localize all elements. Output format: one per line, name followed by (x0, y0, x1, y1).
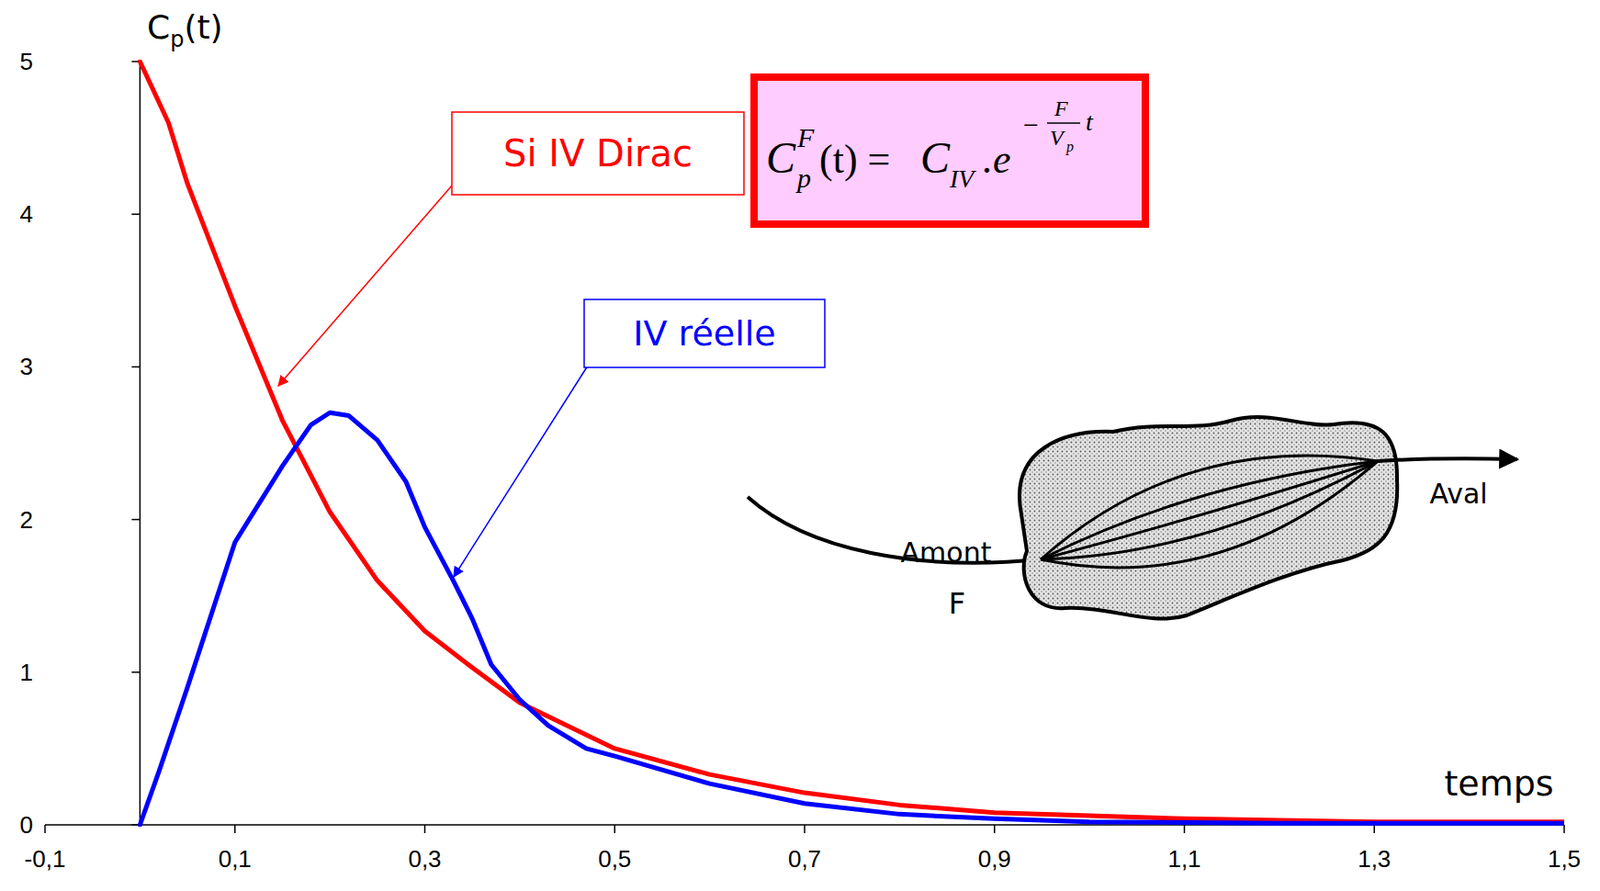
y-tick (131, 366, 140, 369)
organ-diagram: Amont F Aval (747, 416, 1518, 621)
diagram-label: Amont (901, 536, 992, 569)
x-tick (234, 824, 237, 834)
series-line (139, 412, 1565, 825)
formula-exp-den-sub: p (1065, 138, 1074, 156)
annotation-box (451, 112, 744, 195)
formula-exp-num: F (1053, 96, 1069, 121)
capillary (1040, 455, 1378, 560)
annotation: Si IV Dirac (503, 132, 693, 175)
capillary (1040, 461, 1378, 568)
annotation-leader (453, 365, 588, 577)
series-line (139, 61, 1565, 823)
x-tick-label: 1,3 (1357, 845, 1391, 873)
y-tick (131, 213, 140, 215)
y-axis-title-sub: p (169, 26, 184, 53)
y-tick-label: 2 (20, 506, 34, 534)
x-tick-label: 0,5 (597, 845, 631, 873)
annotation: IV réelle (632, 313, 776, 354)
chart: -0,10,10,30,50,70,91,11,31,5012345Cp(t)t… (0, 0, 1600, 891)
x-tick (993, 824, 996, 834)
formula-base: .e (982, 136, 1012, 182)
y-tick-label: 0 (20, 811, 34, 839)
y-tick (131, 671, 140, 674)
x-tick (614, 824, 617, 834)
y-tick-label: 4 (20, 200, 34, 228)
y-axis-title-symbol: C (146, 8, 170, 46)
y-tick-label: 1 (20, 658, 34, 687)
formula-fraction-bar (1047, 122, 1081, 124)
formula-box (754, 77, 1146, 225)
x-tick (44, 824, 46, 834)
y-tick (131, 518, 140, 521)
series-group (139, 61, 1565, 825)
formula-factor: C (920, 133, 951, 182)
formula-symbol: C (766, 133, 797, 182)
x-tick-label: 1,5 (1547, 845, 1581, 873)
x-tick (1563, 824, 1566, 834)
x-tick-label: 0,3 (407, 845, 441, 873)
x-tick-label: -0,1 (24, 845, 67, 873)
page: {"chart_data": { "type": "line", "x_labe… (0, 0, 1600, 891)
annotation-box (584, 299, 825, 368)
x-tick-label: 0,7 (788, 845, 822, 873)
formula-sub: p (795, 162, 812, 193)
y-axis-title-arg: (t) (183, 8, 223, 46)
annotation-leader (278, 185, 452, 386)
x-tick (424, 824, 427, 834)
x-tick-label: 0,1 (218, 845, 252, 873)
formula-exp-sign: − (1023, 109, 1039, 140)
capillary (1040, 461, 1378, 560)
diagram-label: Aval (1429, 477, 1488, 510)
y-axis (139, 61, 142, 825)
capillary (1040, 461, 1378, 560)
y-tick-label: 3 (20, 352, 34, 381)
formula-exp-var: t (1085, 107, 1094, 136)
formula-arg: (t) = (819, 136, 891, 182)
y-axis-title: Cp(t) (146, 8, 224, 53)
x-tick (803, 824, 806, 834)
x-tick (1374, 824, 1376, 834)
organ (1019, 416, 1398, 619)
x-tick (1183, 824, 1186, 834)
diagram-label: F (948, 585, 966, 621)
x-axis-title: temps (1443, 763, 1554, 804)
formula-sup: F (796, 122, 815, 153)
formula-factor-sub: IV (948, 164, 977, 193)
y-tick-label: 5 (20, 47, 34, 76)
inflow-vessel (747, 496, 1041, 564)
x-tick-label: 1,1 (1167, 845, 1201, 873)
x-tick-label: 0,9 (978, 845, 1012, 873)
formula-exp-den: V (1049, 125, 1066, 150)
outflow-vessel (1377, 458, 1518, 462)
capillary (1040, 461, 1378, 560)
